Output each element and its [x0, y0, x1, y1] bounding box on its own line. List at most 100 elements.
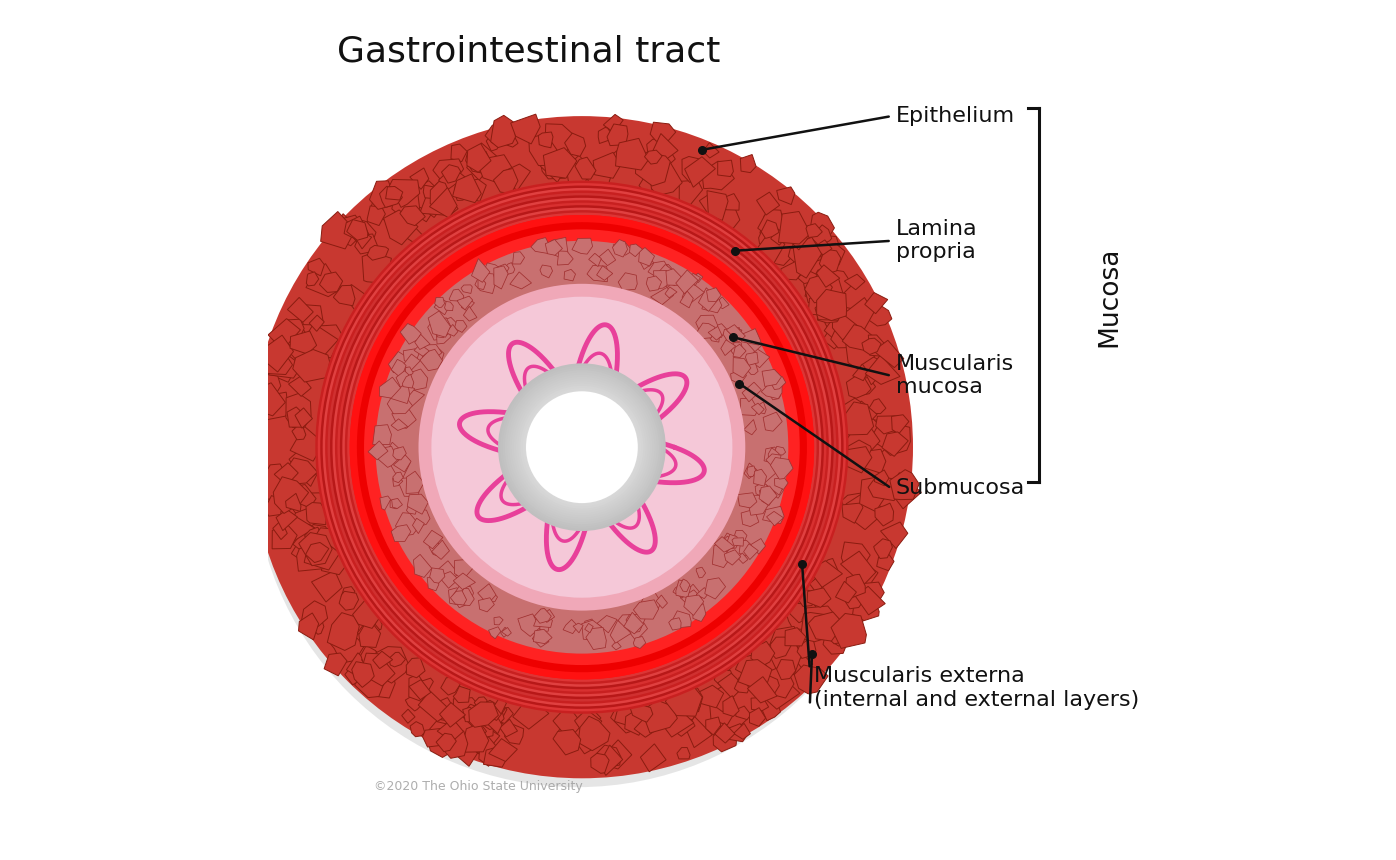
Circle shape [533, 399, 630, 495]
Polygon shape [362, 651, 383, 672]
Polygon shape [766, 238, 797, 266]
Polygon shape [320, 272, 342, 292]
Polygon shape [804, 275, 832, 303]
Polygon shape [588, 163, 611, 188]
Polygon shape [490, 115, 515, 148]
Polygon shape [447, 716, 475, 740]
Polygon shape [285, 319, 304, 335]
Polygon shape [462, 179, 486, 201]
Polygon shape [494, 266, 508, 289]
Polygon shape [868, 335, 888, 356]
Polygon shape [275, 336, 292, 348]
Polygon shape [706, 717, 720, 735]
Polygon shape [741, 398, 758, 415]
Polygon shape [607, 124, 628, 145]
Polygon shape [423, 185, 437, 199]
Polygon shape [759, 210, 789, 240]
Polygon shape [274, 463, 299, 485]
Circle shape [364, 230, 800, 665]
Polygon shape [732, 538, 744, 546]
Polygon shape [771, 637, 792, 659]
Polygon shape [847, 412, 878, 443]
Polygon shape [420, 349, 443, 371]
Polygon shape [625, 709, 645, 735]
Polygon shape [711, 323, 726, 337]
Polygon shape [586, 266, 607, 282]
Polygon shape [704, 685, 734, 712]
Polygon shape [765, 470, 785, 495]
Circle shape [332, 198, 831, 697]
Polygon shape [553, 729, 581, 755]
Polygon shape [392, 499, 402, 508]
Circle shape [532, 397, 632, 497]
Polygon shape [785, 628, 805, 646]
Polygon shape [389, 455, 410, 477]
Circle shape [357, 222, 807, 673]
Polygon shape [591, 753, 609, 773]
Polygon shape [715, 537, 734, 552]
Circle shape [528, 392, 637, 502]
Polygon shape [476, 155, 515, 185]
Polygon shape [306, 543, 329, 562]
Polygon shape [395, 513, 420, 536]
Circle shape [325, 190, 839, 704]
Polygon shape [399, 221, 423, 242]
Polygon shape [578, 716, 610, 751]
Polygon shape [761, 700, 780, 721]
Polygon shape [866, 355, 900, 384]
Polygon shape [401, 323, 422, 344]
Polygon shape [272, 525, 297, 549]
Polygon shape [651, 287, 673, 304]
Polygon shape [734, 531, 747, 544]
Polygon shape [730, 370, 747, 384]
Polygon shape [653, 265, 678, 287]
Polygon shape [646, 700, 677, 733]
Polygon shape [463, 704, 479, 718]
Polygon shape [546, 239, 563, 255]
Polygon shape [842, 446, 872, 473]
Polygon shape [540, 265, 553, 278]
Polygon shape [343, 216, 369, 243]
Polygon shape [637, 701, 662, 723]
Polygon shape [288, 407, 307, 427]
Polygon shape [680, 181, 702, 206]
Polygon shape [431, 349, 444, 364]
Polygon shape [810, 561, 842, 587]
Polygon shape [744, 544, 758, 560]
Polygon shape [611, 641, 621, 650]
Polygon shape [726, 324, 745, 342]
Circle shape [251, 116, 913, 778]
Polygon shape [757, 402, 766, 414]
Polygon shape [761, 382, 782, 399]
Polygon shape [389, 384, 409, 403]
Polygon shape [324, 653, 348, 676]
Polygon shape [438, 561, 458, 583]
Polygon shape [483, 746, 507, 767]
Polygon shape [878, 352, 896, 365]
Polygon shape [596, 745, 621, 768]
Polygon shape [877, 555, 893, 571]
Polygon shape [845, 574, 866, 598]
Polygon shape [589, 254, 602, 267]
Polygon shape [575, 710, 602, 740]
Polygon shape [824, 243, 845, 265]
Polygon shape [306, 264, 341, 297]
Text: Muscularis
mucosa: Muscularis mucosa [896, 354, 1013, 397]
Polygon shape [355, 234, 378, 254]
Polygon shape [293, 349, 329, 382]
Polygon shape [861, 420, 895, 448]
Polygon shape [380, 200, 405, 224]
Polygon shape [713, 726, 737, 752]
Polygon shape [842, 542, 870, 570]
Polygon shape [423, 345, 441, 361]
Polygon shape [771, 228, 789, 245]
Polygon shape [616, 138, 649, 170]
Polygon shape [402, 710, 415, 723]
Polygon shape [853, 401, 877, 428]
Polygon shape [321, 212, 355, 249]
Polygon shape [487, 593, 497, 602]
Polygon shape [845, 274, 866, 290]
Polygon shape [648, 261, 670, 277]
Polygon shape [789, 232, 808, 250]
Polygon shape [868, 476, 900, 501]
